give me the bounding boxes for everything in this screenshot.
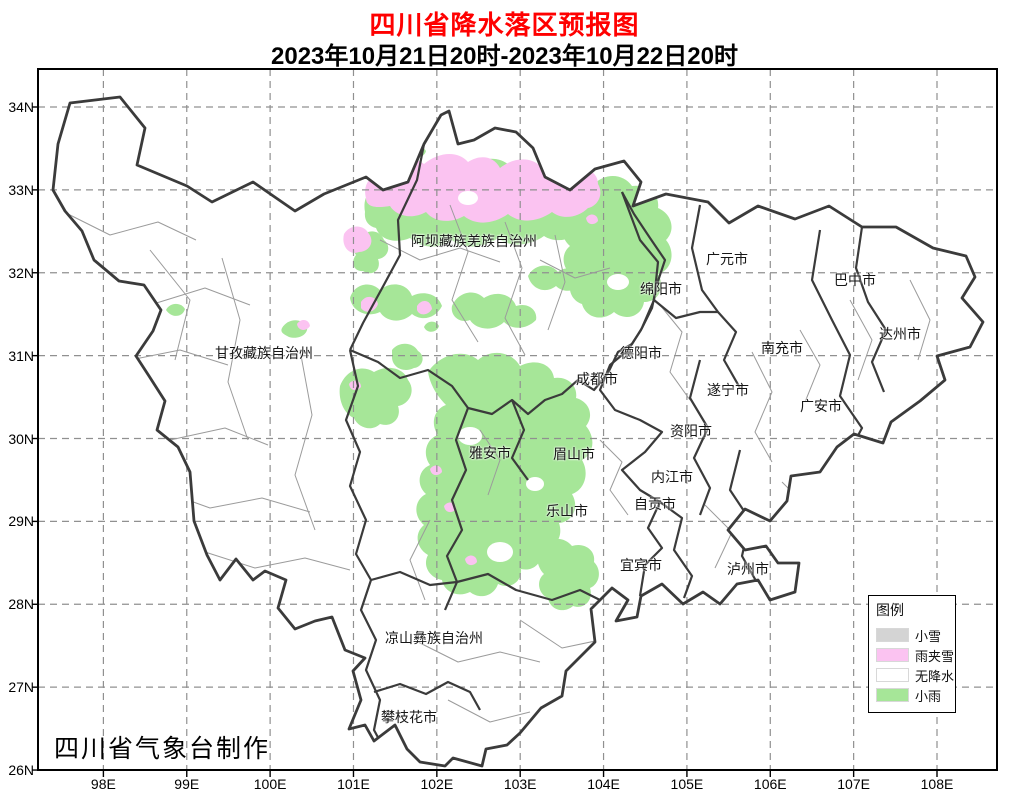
lat-tick-label: 33N — [8, 181, 34, 198]
lat-tick-label: 34N — [8, 99, 34, 115]
forecast-period: 2023年10月21日20时-2023年10月22日20时 — [271, 43, 738, 70]
legend-item-label: 小雨 — [915, 688, 942, 704]
legend-rows: 小雪雨夹雪无降水小雨 — [876, 625, 955, 705]
legend-swatch — [876, 668, 909, 682]
legend-swatch — [876, 648, 909, 662]
legend-item-label: 小雪 — [915, 628, 942, 644]
lon-tick-label: 107E — [837, 776, 870, 792]
light-rain-area-layer — [166, 145, 672, 611]
lon-tick-label: 102E — [420, 776, 454, 792]
lat-tick-label: 30N — [8, 430, 34, 447]
no-precip-holes — [458, 191, 629, 562]
lon-tick-label: 101E — [337, 776, 370, 792]
lon-tick-label: 104E — [587, 776, 620, 792]
lat-tick-label: 29N — [8, 513, 34, 530]
precipitation-areas — [166, 145, 672, 611]
legend-swatch — [876, 628, 909, 642]
legend-item: 无降水 — [876, 665, 955, 685]
legend-item: 雨夹雪 — [876, 645, 955, 665]
legend-item-label: 雨夹雪 — [915, 648, 955, 664]
lat-tick-label: 26N — [8, 762, 34, 779]
lon-tick-label: 99E — [174, 776, 200, 792]
credit-label: 四川省气象台制作 — [54, 735, 271, 763]
lat-tick-label: 31N — [8, 347, 34, 364]
legend-box: 图例 小雪雨夹雪无降水小雨 — [868, 595, 956, 713]
lon-tick-label: 108E — [920, 776, 954, 792]
legend-title: 图例 — [876, 602, 904, 618]
legend-item-label: 无降水 — [915, 668, 955, 684]
lon-tick-label: 98E — [90, 776, 116, 792]
lat-tick-label: 28N — [8, 596, 34, 613]
map-frame — [37, 68, 998, 771]
lon-tick-label: 103E — [503, 776, 537, 792]
lat-tick-label: 32N — [8, 264, 34, 281]
page-title: 四川省降水落区预报图 — [369, 10, 640, 40]
legend-item: 小雨 — [876, 685, 955, 705]
lat-tick-label: 27N — [8, 679, 34, 696]
legend-swatch — [876, 688, 909, 702]
lon-tick-label: 105E — [670, 776, 704, 792]
legend-item: 小雪 — [876, 625, 955, 645]
lon-tick-label: 100E — [253, 776, 287, 792]
lon-tick-label: 106E — [753, 776, 787, 792]
